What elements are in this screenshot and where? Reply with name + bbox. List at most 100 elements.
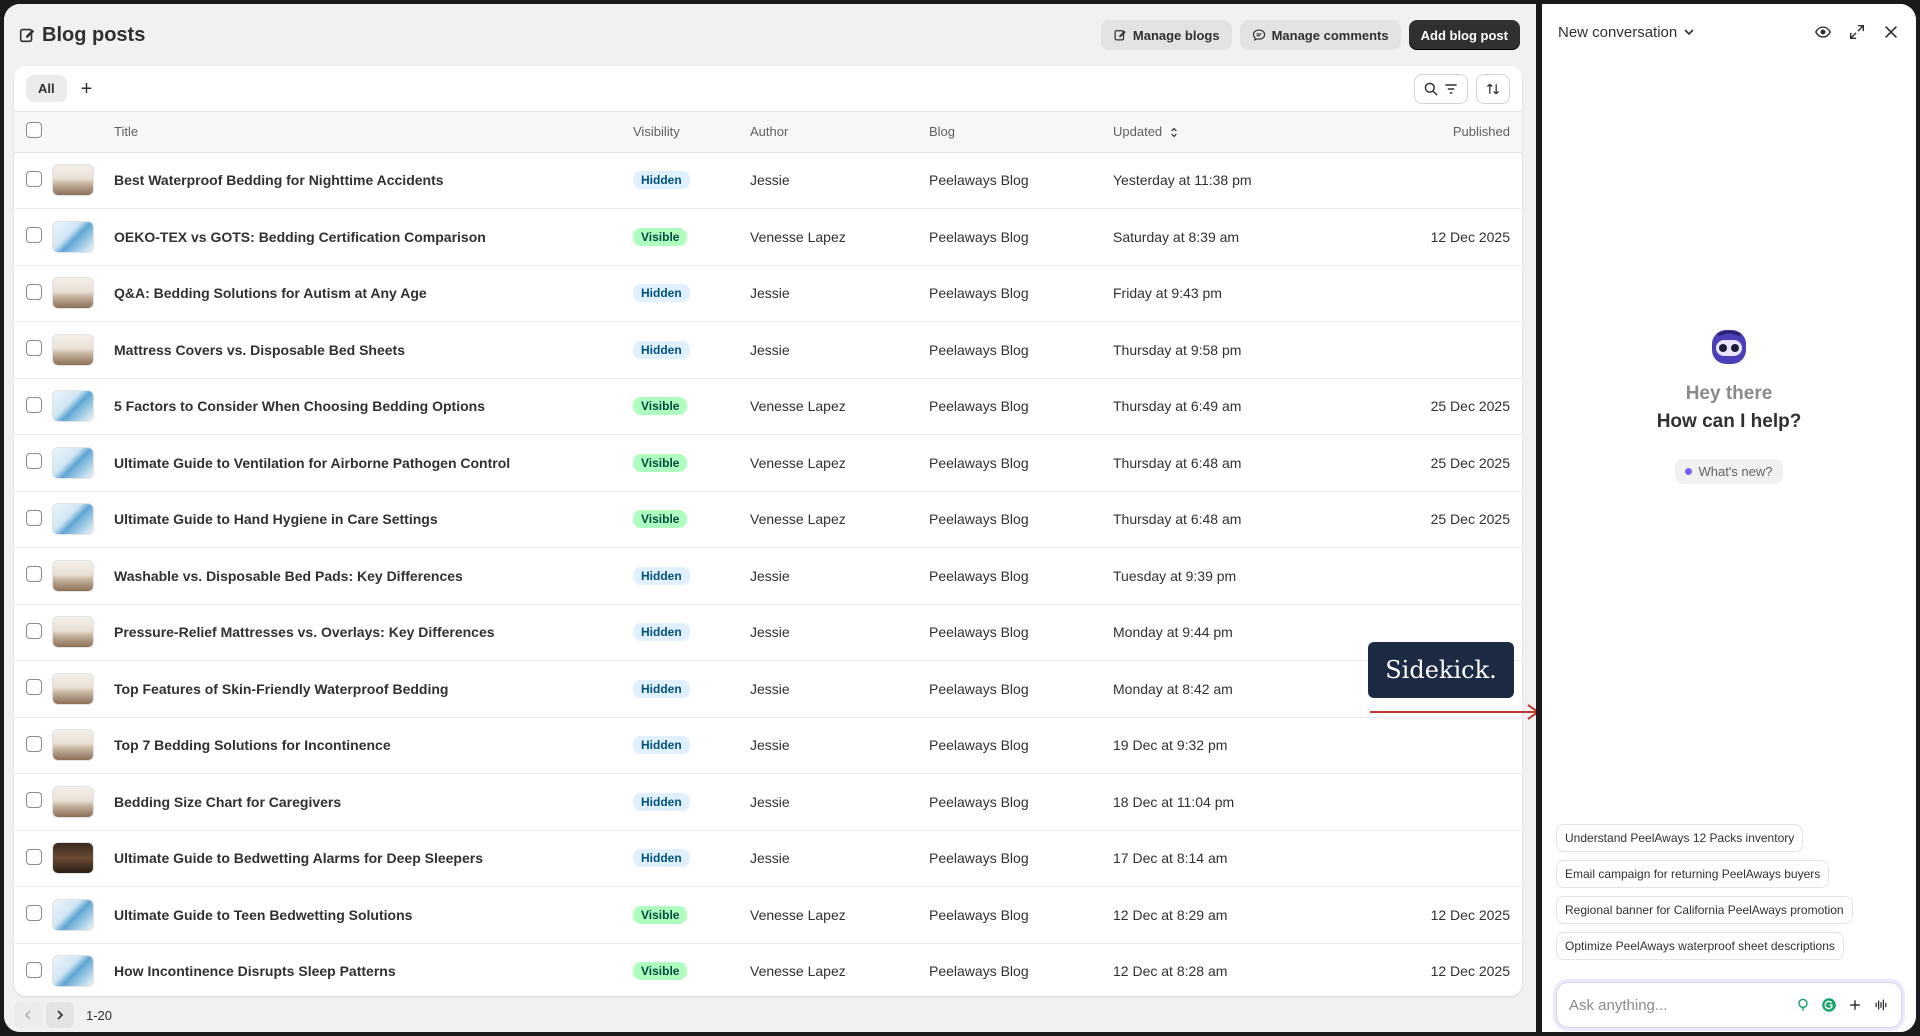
table-row[interactable]: Bedding Size Chart for Caregivers Hidden J… [14,774,1522,830]
row-checkbox[interactable] [26,961,42,978]
post-title[interactable]: Bedding Size Chart for Caregivers [114,793,342,810]
post-title[interactable]: Top 7 Bedding Solutions for Incontinence [114,737,391,754]
eye-icon[interactable] [1814,23,1832,41]
expand-icon[interactable] [1848,23,1866,41]
post-published [1353,830,1522,887]
conversation-selector[interactable]: New conversation [1558,24,1695,41]
comment-icon [1252,29,1265,41]
post-title[interactable]: Q&A: Bedding Solutions for Autism at Any… [114,285,427,302]
post-author: Jessie [750,567,790,584]
tab-all[interactable]: All [26,75,67,102]
post-title[interactable]: Ultimate Guide to Ventilation for Airbor… [114,454,511,471]
row-checkbox[interactable] [26,848,42,865]
column-visibility[interactable]: Visibility [633,124,680,140]
visibility-badge: Hidden [633,736,690,755]
table-row[interactable]: Ultimate Guide to Teen Bedwetting Soluti… [14,887,1522,943]
table-row[interactable]: 5 Factors to Consider When Choosing Bedd… [14,378,1522,435]
close-icon[interactable] [1882,23,1900,41]
manage-comments-button[interactable]: Manage comments [1239,20,1401,50]
post-author: Jessie [750,285,790,302]
suggestion-chip[interactable]: Email campaign for returning PeelAways b… [1556,860,1830,888]
column-blog[interactable]: Blog [929,124,956,140]
table-row[interactable]: Top Features of Skin-Friendly Waterproof… [14,661,1522,717]
table-row[interactable]: OEKO-TEX vs GOTS: Bedding Certification … [14,209,1522,265]
row-checkbox[interactable] [26,679,42,696]
row-checkbox[interactable] [26,453,42,470]
post-updated: 12 Dec at 8:29 am [1113,906,1228,923]
post-thumbnail [52,277,94,310]
add-blog-post-button[interactable]: Add blog post [1408,20,1520,50]
post-title[interactable]: Mattress Covers vs. Disposable Bed Sheet… [114,341,406,358]
post-title[interactable]: 5 Factors to Consider When Choosing Bedd… [114,398,485,415]
post-updated: Saturday at 8:39 am [1113,228,1240,245]
row-checkbox[interactable] [26,227,42,244]
post-title[interactable]: Best Waterproof Bedding for Nighttime Ac… [114,172,444,189]
plus-icon[interactable] [1847,997,1863,1013]
post-title[interactable]: How Incontinence Disrupts Sleep Patterns [114,963,396,980]
post-title[interactable]: Ultimate Guide to Hand Hygiene in Care S… [114,511,438,528]
row-checkbox[interactable] [26,509,42,526]
voice-input-icon[interactable] [1873,997,1889,1013]
visibility-badge: Hidden [633,566,690,585]
next-page-button[interactable] [46,1002,74,1028]
post-title[interactable]: Ultimate Guide to Teen Bedwetting Soluti… [114,906,413,923]
post-blog: Peelaways Blog [929,963,1029,980]
row-checkbox[interactable] [26,170,42,187]
visibility-badge: Visible [633,905,688,924]
whats-new-button[interactable]: What's new? [1675,459,1783,484]
row-checkbox[interactable] [26,792,42,809]
column-author[interactable]: Author [750,124,789,140]
conversation-title: New conversation [1558,23,1678,41]
table-row[interactable]: Pressure-Relief Mattresses vs. Overlays:… [14,604,1522,661]
suggestion-chip[interactable]: Optimize PeelAways waterproof sheet desc… [1556,932,1844,960]
post-author: Jessie [750,680,790,697]
page-header: Blog posts Manage blogs Manage comments … [18,18,1520,52]
post-blog: Peelaways Blog [929,172,1029,189]
column-published[interactable]: Published [1452,124,1510,140]
select-all-checkbox[interactable] [26,122,42,139]
table-row[interactable]: Ultimate Guide to Hand Hygiene in Care S… [14,491,1522,548]
lightbulb-icon[interactable] [1795,997,1811,1013]
table-row[interactable]: Ultimate Guide to Ventilation for Airbor… [14,435,1522,491]
table-row[interactable]: How Incontinence Disrupts Sleep Patterns… [14,943,1522,996]
previous-page-button[interactable] [14,1002,42,1028]
post-blog: Peelaways Blog [929,793,1029,810]
table-row[interactable]: Mattress Covers vs. Disposable Bed Sheet… [14,322,1522,378]
sort-button[interactable] [1476,73,1510,104]
suggestion-chip[interactable]: Regional banner for California PeelAways… [1556,896,1853,924]
post-thumbnail [52,390,94,423]
column-title[interactable]: Title [114,124,139,140]
visibility-badge: Visible [633,510,688,529]
page-title: Blog posts [18,24,145,47]
post-title[interactable]: Top Features of Skin-Friendly Waterproof… [114,680,449,697]
table-row[interactable]: Best Waterproof Bedding for Nighttime Ac… [14,152,1522,209]
sidekick-panel: New conversation Hey there How can I hel… [1542,4,1916,1032]
table-row[interactable]: Washable vs. Disposable Bed Pads: Key Di… [14,548,1522,604]
row-checkbox[interactable] [26,340,42,357]
ask-box [1556,982,1902,1028]
ask-input[interactable] [1569,996,1795,1014]
post-title[interactable]: Pressure-Relief Mattresses vs. Overlays:… [114,624,495,641]
row-checkbox[interactable] [26,396,42,413]
row-checkbox[interactable] [26,622,42,639]
post-title[interactable]: Ultimate Guide to Bedwetting Alarms for … [114,850,484,867]
row-checkbox[interactable] [26,566,42,583]
suggestion-chip[interactable]: Understand PeelAways 12 Packs inventory [1556,824,1804,852]
post-title[interactable]: OEKO-TEX vs GOTS: Bedding Certification … [114,228,486,245]
manage-blogs-button[interactable]: Manage blogs [1100,20,1232,50]
post-title[interactable]: Washable vs. Disposable Bed Pads: Key Di… [114,567,463,584]
grammar-assistant-icon[interactable] [1821,997,1837,1013]
search-filter-button[interactable] [1414,73,1468,104]
post-author: Jessie [750,624,790,641]
post-thumbnail [52,559,94,592]
row-checkbox[interactable] [26,283,42,300]
table-row[interactable]: Top 7 Bedding Solutions for Incontinence… [14,717,1522,774]
post-updated: 19 Dec at 9:32 pm [1113,737,1228,754]
row-checkbox[interactable] [26,905,42,922]
chevron-left-icon [24,1010,31,1020]
add-view-button[interactable]: + [80,77,93,100]
table-row[interactable]: Q&A: Bedding Solutions for Autism at Any… [14,265,1522,322]
column-updated[interactable]: Updated [1113,112,1353,152]
table-row[interactable]: Ultimate Guide to Bedwetting Alarms for … [14,830,1522,887]
row-checkbox[interactable] [26,735,42,752]
